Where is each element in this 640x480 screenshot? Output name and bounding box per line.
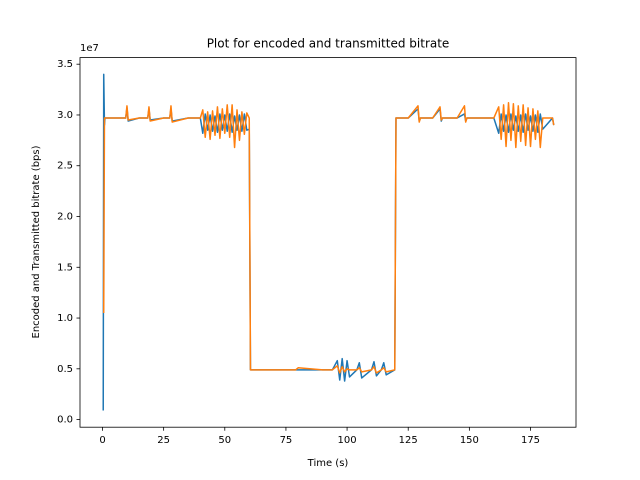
x-tick-label: 175 [521,435,540,446]
x-tick-label: 0 [99,435,105,446]
plot-area [102,73,555,411]
y-tick-label: 2.0 [57,212,73,223]
y-tick-label: 3.0 [57,110,73,121]
y-tick-label: 1.0 [57,313,73,324]
y-tick-label: 2.5 [57,161,73,172]
x-tick-label: 75 [280,435,293,446]
y-offset-label: 1e7 [80,43,99,54]
y-tick-label: 0.0 [57,415,73,426]
axes-frame [79,57,577,428]
y-tick-label: 0.5 [57,364,73,375]
y-tick-label: 1.5 [57,262,73,273]
x-tick-label: 150 [460,435,479,446]
x-axis-label: Time (s) [307,458,349,469]
y-tick-label: 3.5 [57,59,73,70]
chart-title: Plot for encoded and transmitted bitrate [207,37,450,51]
x-tick-label: 50 [218,435,231,446]
data-line [102,102,555,374]
x-tick-label: 125 [399,435,418,446]
y-axis-label: Encoded and Transmitted bitrate (bps) [31,145,42,338]
x-tick-label: 25 [157,435,170,446]
x-tick-label: 100 [338,435,357,446]
